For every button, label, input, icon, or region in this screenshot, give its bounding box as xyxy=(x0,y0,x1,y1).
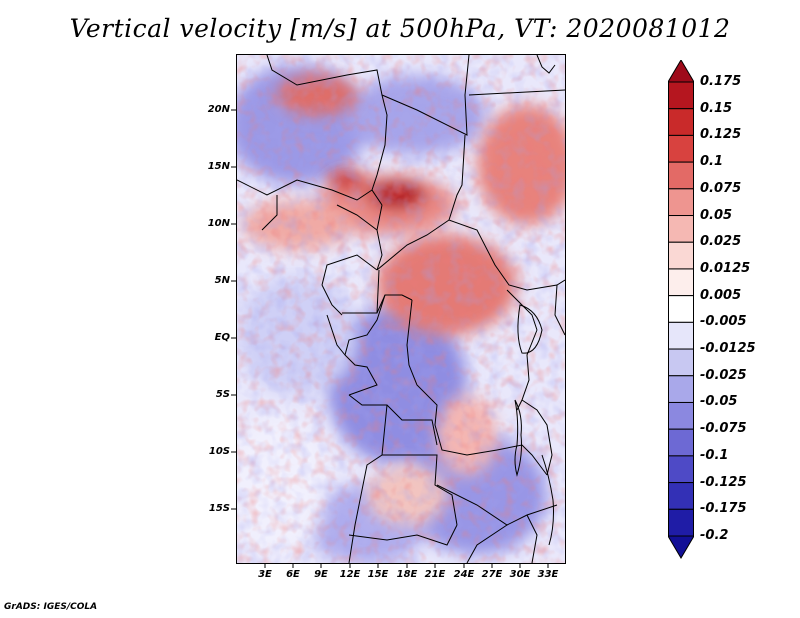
colorbar-bottom-arrow xyxy=(668,535,694,559)
colorbar-bin xyxy=(668,375,694,403)
colorbar-bin xyxy=(668,134,694,163)
colorbar-top-arrow xyxy=(668,60,694,83)
axis-ticks xyxy=(231,109,549,568)
colorbar-label: -0.025 xyxy=(700,367,747,383)
colorbar-bin xyxy=(668,482,694,510)
lat-tick-label: EQ xyxy=(214,332,230,343)
lon-tick-label: 3E xyxy=(258,569,272,580)
speckle-blue xyxy=(237,55,565,563)
colorbar-label: 0.075 xyxy=(700,180,742,196)
colorbar-label: -0.125 xyxy=(700,474,747,490)
colorbar-label: -0.1 xyxy=(700,447,729,463)
lon-tick-label: 9E xyxy=(314,569,328,580)
colorbar-bin xyxy=(668,428,694,457)
colorbar-label: -0.005 xyxy=(700,314,747,330)
colorbar-bin xyxy=(668,401,694,430)
colorbar-bin xyxy=(668,161,694,190)
footer-credit: GrADS: IGES/COLA xyxy=(4,602,98,612)
colorbar-bin xyxy=(668,348,694,377)
colorbar-label: -0.2 xyxy=(700,528,729,543)
colorbar-label: 0.005 xyxy=(700,287,742,303)
colorbar-bin xyxy=(668,108,694,136)
lat-tick-label: 5S xyxy=(215,389,230,400)
colorbar-label: 0.15 xyxy=(700,100,733,116)
colorbar-label: 0.1 xyxy=(700,154,724,170)
colorbar-bin xyxy=(668,508,694,537)
colorbar-label: -0.05 xyxy=(700,394,738,410)
colorbar-bin xyxy=(668,455,694,484)
colorbar-bin xyxy=(668,321,694,350)
lon-tick-label: 24E xyxy=(453,569,475,580)
colorbar-bin xyxy=(668,188,694,217)
lon-tick-label: 30E xyxy=(509,569,531,580)
colorbar-bin xyxy=(668,295,694,323)
colorbar-label: 0.175 xyxy=(700,74,742,89)
colorbar-bin xyxy=(668,268,694,297)
lon-tick-label: 6E xyxy=(286,569,300,580)
colorbar-label: 0.05 xyxy=(700,207,733,223)
lat-tick-label: 20N xyxy=(207,104,230,115)
lakes xyxy=(514,55,556,546)
lat-tick-label: 10S xyxy=(208,446,230,457)
colorbar-label: 0.125 xyxy=(700,127,742,143)
lon-tick-label: 27E xyxy=(481,569,503,580)
lon-tick-label: 12E xyxy=(339,569,361,580)
colorbar xyxy=(668,60,694,559)
lat-tick-label: 15N xyxy=(207,161,230,172)
colorbar-label: 0.025 xyxy=(700,234,742,250)
lat-tick-label: 15S xyxy=(208,503,230,514)
colorbar-bin xyxy=(668,215,694,243)
colorbar-label: 0.0125 xyxy=(700,260,751,276)
lat-tick-label: 5N xyxy=(214,275,230,286)
map-title: Vertical velocity [m/s] at 500hPa, VT: 2… xyxy=(69,14,731,43)
country-boundaries xyxy=(237,55,565,563)
lat-tick-label: 10N xyxy=(207,218,230,229)
lon-tick-label: 15E xyxy=(367,569,389,580)
colorbar-bin xyxy=(668,241,694,270)
lon-tick-label: 33E xyxy=(537,569,559,580)
velocity-field-map xyxy=(237,55,565,563)
colorbar-label: -0.175 xyxy=(700,501,747,517)
lon-tick-label: 18E xyxy=(396,569,418,580)
colorbar-label: -0.075 xyxy=(700,421,747,437)
lon-tick-label: 21E xyxy=(424,569,446,580)
map-panel xyxy=(236,54,566,564)
colorbar-bin xyxy=(668,81,694,110)
colorbar-label: -0.0125 xyxy=(700,341,756,357)
